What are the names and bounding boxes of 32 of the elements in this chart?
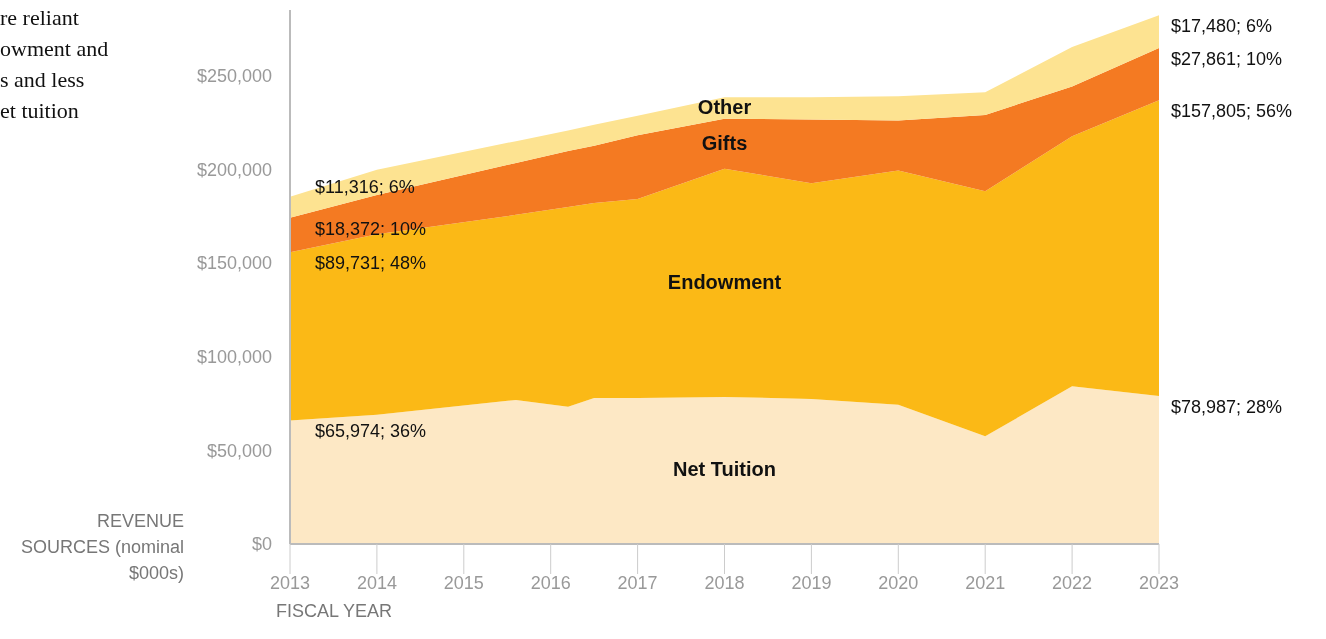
x-tick-label: 2018 xyxy=(704,572,745,593)
data-label: $78,987; 28% xyxy=(1171,397,1283,418)
x-tick-label: 2013 xyxy=(269,572,311,593)
data-label: $89,731; 48% xyxy=(315,253,427,275)
x-tick-label: 2023 xyxy=(1138,572,1180,593)
data-label: $65,974; 36% xyxy=(315,421,427,443)
series-label: Net Tuition xyxy=(672,458,777,482)
y-tick-label: $0 xyxy=(251,534,272,555)
x-tick-label: 2020 xyxy=(878,572,919,593)
x-tick-label: 2017 xyxy=(617,572,658,593)
y-tick-label: $50,000 xyxy=(206,440,272,461)
y-tick-label: $150,000 xyxy=(196,253,272,274)
data-label: $18,372; 10% xyxy=(315,218,427,240)
x-tick-label: 2021 xyxy=(965,572,1006,593)
x-tick-label: 2019 xyxy=(791,572,832,593)
data-label: $17,480; 6% xyxy=(1171,16,1273,38)
x-tick-label: 2022 xyxy=(1052,572,1093,593)
text: re reliant owment and s and less et tuition xyxy=(0,4,110,125)
y-tick-label: $200,000 xyxy=(196,159,272,180)
x-axis-title: FISCAL YEAR xyxy=(276,601,393,622)
series-label: Endowment xyxy=(666,270,783,294)
x-tick-label: 2016 xyxy=(530,572,571,593)
x-tick-label: 2014 xyxy=(356,572,397,593)
series-label: Other xyxy=(696,95,753,119)
x-tick-label: 2015 xyxy=(443,572,484,593)
series-label: Gifts xyxy=(700,131,749,155)
data-label: $11,316; 6% xyxy=(315,176,415,198)
data-label: $27,861; 10% xyxy=(1171,49,1283,71)
y-tick-label: $100,000 xyxy=(196,347,272,368)
y-axis-title: REVENUE SOURCES (nominal $000s) xyxy=(20,511,184,583)
data-label: $157,805; 56% xyxy=(1171,101,1293,123)
y-tick-label: $250,000 xyxy=(196,65,272,86)
